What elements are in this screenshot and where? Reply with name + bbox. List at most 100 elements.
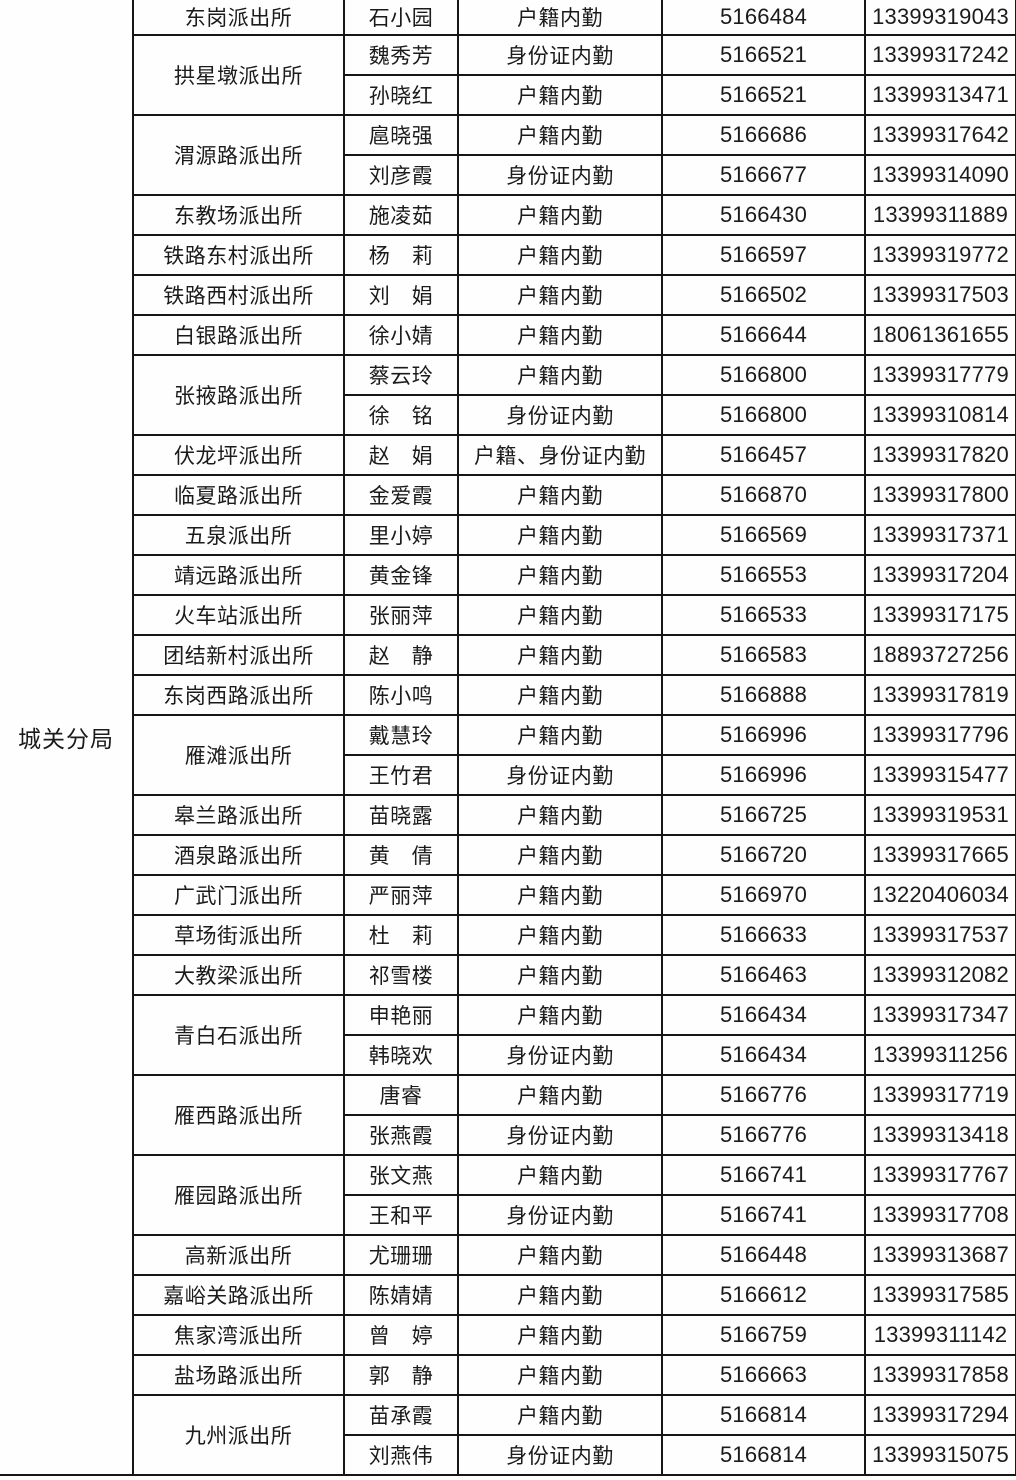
station-cell: 铁路东村派出所 [132, 234, 345, 276]
mobile-cell: 13399317371 [864, 514, 1016, 556]
phone-cell: 5166457 [661, 434, 866, 476]
name-cell: 张燕霞 [343, 1114, 459, 1156]
table-row: 孙晓红 户籍内勤 5166521 13399313471 [0, 74, 1016, 116]
phone-cell: 5166741 [661, 1194, 866, 1236]
mobile-cell: 13399319531 [864, 794, 1016, 836]
table-row: 伏龙坪派出所赵 娟户籍、身份证内勤 5166457 13399317820 [0, 434, 1016, 476]
phone-cell: 5166583 [661, 634, 866, 676]
station-cell: 雁园路派出所 [132, 1154, 345, 1236]
phone-cell: 5166502 [661, 274, 866, 316]
name-cell: 杜 莉 [343, 914, 459, 956]
phone-cell: 5166677 [661, 154, 866, 196]
station-cell: 嘉峪关路派出所 [132, 1274, 345, 1316]
table-row: 焦家湾派出所曾 婷户籍内勤 5166759 13399311142 [0, 1314, 1016, 1356]
mobile-cell: 13399317503 [864, 274, 1016, 316]
name-cell: 金爱霞 [343, 474, 459, 516]
phone-cell: 5166776 [661, 1114, 866, 1156]
name-cell: 施凌茹 [343, 194, 459, 236]
phone-cell: 5166633 [661, 914, 866, 956]
duty-cell: 户籍、身份证内勤 [457, 434, 663, 476]
name-cell: 苗晓露 [343, 794, 459, 836]
table-row: 徐 铭身份证内勤 5166800 13399310814 [0, 394, 1016, 436]
duty-cell: 身份证内勤 [457, 154, 663, 196]
phone-cell: 5166484 [661, 0, 866, 36]
phone-cell: 5166725 [661, 794, 866, 836]
name-cell: 严丽萍 [343, 874, 459, 916]
mobile-cell: 13399317767 [864, 1154, 1016, 1196]
duty-cell: 户籍内勤 [457, 554, 663, 596]
name-cell: 刘燕伟 [343, 1434, 459, 1476]
table-row: 刘燕伟 身份证内勤 5166814 13399315075 [0, 1434, 1016, 1476]
phone-cell: 5166996 [661, 754, 866, 796]
duty-cell: 户籍内勤 [457, 0, 663, 36]
mobile-cell: 13399310814 [864, 394, 1016, 436]
name-cell: 石小园 [343, 0, 459, 36]
phone-cell: 5166970 [661, 874, 866, 916]
station-cell: 火车站派出所 [132, 594, 345, 636]
mobile-cell: 13399314090 [864, 154, 1016, 196]
table-row: 白银路派出所 徐小婧 户籍内勤 5166644 18061361655 [0, 314, 1016, 356]
station-cell: 东岗派出所 [132, 0, 345, 36]
phone-cell: 5166996 [661, 714, 866, 756]
name-cell: 张文燕 [343, 1154, 459, 1196]
name-cell: 黄金锋 [343, 554, 459, 596]
mobile-cell: 18893727256 [864, 634, 1016, 676]
name-cell: 申艳丽 [343, 994, 459, 1036]
mobile-cell: 18061361655 [864, 314, 1016, 356]
name-cell: 黄 倩 [343, 834, 459, 876]
phone-cell: 5166800 [661, 354, 866, 396]
name-cell: 韩晓欢 [343, 1034, 459, 1076]
duty-cell: 户籍内勤 [457, 994, 663, 1036]
table-row: 九州派出所 苗承霞 户籍内勤 5166814 13399317294 [0, 1394, 1016, 1476]
duty-cell: 户籍内勤 [457, 1394, 663, 1436]
name-cell: 徐小婧 [343, 314, 459, 356]
mobile-cell: 13399315075 [864, 1434, 1016, 1476]
table-row: 刘彦霞 身份证内勤 5166677 13399314090 [0, 154, 1016, 196]
mobile-cell: 13399317796 [864, 714, 1016, 756]
duty-cell: 户籍内勤 [457, 874, 663, 916]
mobile-cell: 13399317294 [864, 1394, 1016, 1436]
duty-cell: 户籍内勤 [457, 674, 663, 716]
station-cell: 靖远路派出所 [132, 554, 345, 596]
station-cell: 张掖路派出所 [132, 354, 345, 436]
station-cell: 雁西路派出所 [132, 1074, 345, 1156]
phone-cell: 5166800 [661, 394, 866, 436]
mobile-cell: 13399317537 [864, 914, 1016, 956]
table-row: 张燕霞 身份证内勤 5166776 13399313418 [0, 1114, 1016, 1156]
duty-cell: 身份证内勤 [457, 1114, 663, 1156]
station-cell: 酒泉路派出所 [132, 834, 345, 876]
table-row: 青白石派出所 申艳丽 户籍内勤 5166434 13399317347 [0, 994, 1016, 1076]
table-row: 临夏路派出所 金爱霞 户籍内勤 5166870 13399317800 [0, 474, 1016, 516]
table-row: 五泉派出所 里小婷 户籍内勤 5166569 13399317371 [0, 514, 1016, 556]
table-row: 铁路东村派出所杨 莉户籍内勤 5166597 13399319772 [0, 234, 1016, 276]
table-row: 王竹君 身份证内勤 5166996 13399315477 [0, 754, 1016, 796]
phone-cell: 5166870 [661, 474, 866, 516]
phone-cell: 5166521 [661, 34, 866, 76]
phone-cell: 5166597 [661, 234, 866, 276]
station-cell: 皋兰路派出所 [132, 794, 345, 836]
station-cell: 团结新村派出所 [132, 634, 345, 676]
station-cell: 临夏路派出所 [132, 474, 345, 516]
station-cell: 焦家湾派出所 [132, 1314, 345, 1356]
phone-cell: 5166644 [661, 314, 866, 356]
table-row: 雁园路派出所 张文燕 户籍内勤 5166741 13399317767 [0, 1154, 1016, 1236]
station-cell: 雁滩派出所 [132, 714, 345, 796]
table-row: 酒泉路派出所黄 倩户籍内勤 5166720 13399317665 [0, 834, 1016, 876]
table-row: 张掖路派出所 蔡云玲 户籍内勤 5166800 13399317779 [0, 354, 1016, 436]
mobile-cell: 13399317242 [864, 34, 1016, 76]
duty-cell: 户籍内勤 [457, 194, 663, 236]
mobile-cell: 13399312082 [864, 954, 1016, 996]
phone-cell: 5166814 [661, 1394, 866, 1436]
name-cell: 刘 娟 [343, 274, 459, 316]
table-row: 高新派出所 尤珊珊 户籍内勤 5166448 13399313687 [0, 1234, 1016, 1276]
phone-cell: 5166569 [661, 514, 866, 556]
mobile-cell: 13399317347 [864, 994, 1016, 1036]
name-cell: 孙晓红 [343, 74, 459, 116]
station-cell: 九州派出所 [132, 1394, 345, 1476]
phone-cell: 5166533 [661, 594, 866, 636]
mobile-cell: 13399311256 [864, 1034, 1016, 1076]
phone-cell: 5166759 [661, 1314, 866, 1356]
name-cell: 郭 静 [343, 1354, 459, 1396]
phone-cell: 5166448 [661, 1234, 866, 1276]
name-cell: 赵 娟 [343, 434, 459, 476]
